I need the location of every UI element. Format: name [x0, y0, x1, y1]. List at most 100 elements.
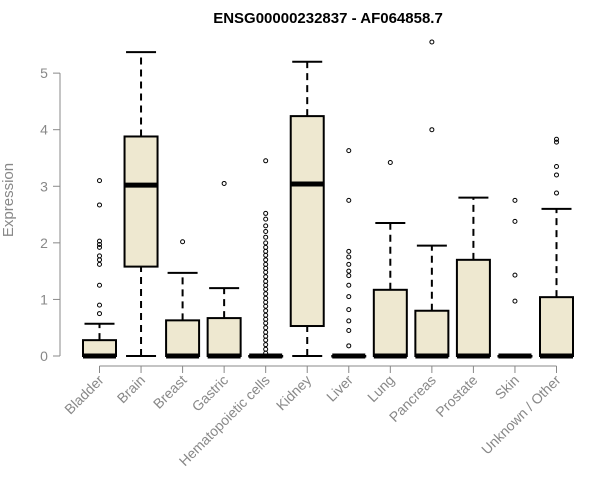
- outlier-point: [554, 136, 559, 142]
- box-lung: [372, 160, 408, 359]
- outlier-point: [263, 316, 269, 322]
- outlier-point: [346, 261, 352, 267]
- x-tick-label: Skin: [492, 372, 523, 403]
- outlier-point: [97, 311, 102, 317]
- outlier-point: [346, 343, 352, 349]
- box-liver: [331, 148, 367, 359]
- outlier-point: [263, 291, 269, 297]
- outlier-point: [554, 190, 559, 196]
- outlier-point: [97, 238, 102, 244]
- outlier-point: [346, 273, 352, 279]
- outlier-point: [263, 282, 269, 288]
- x-tick-label: Liver: [323, 372, 356, 405]
- outlier-point: [263, 248, 269, 254]
- y-tick-label: 1: [40, 291, 48, 307]
- outlier-point: [512, 272, 518, 278]
- outlier-point: [97, 302, 102, 308]
- outlier-point: [263, 257, 269, 263]
- box-skin: [497, 197, 533, 359]
- y-axis-label: Expression: [0, 163, 17, 237]
- outlier-point: [512, 298, 518, 304]
- outlier-point: [263, 312, 269, 318]
- x-tick-label: Unknown / Other: [478, 372, 564, 458]
- outlier-point: [346, 328, 352, 334]
- x-tick-label: Kidney: [273, 372, 315, 414]
- outlier-point: [512, 197, 518, 203]
- outlier-point: [346, 307, 352, 313]
- outlier-point: [263, 274, 269, 280]
- box-rect: [165, 319, 201, 357]
- outlier-point: [97, 202, 102, 208]
- box-rect: [414, 309, 450, 357]
- outlier-point: [263, 333, 269, 339]
- outlier-point: [346, 282, 352, 288]
- outlier-point: [512, 218, 518, 224]
- outlier-point: [263, 261, 269, 267]
- box-rect: [539, 296, 574, 358]
- outlier-point: [97, 244, 102, 250]
- outlier-point: [554, 163, 559, 169]
- x-tick-label: Prostate: [432, 372, 480, 420]
- x-tick-label: Lung: [364, 372, 397, 405]
- box-rect: [123, 135, 159, 268]
- outlier-point: [263, 223, 269, 229]
- boxes: [82, 39, 574, 359]
- outlier-point: [346, 268, 352, 274]
- box-bladder: [82, 178, 117, 359]
- outlier-point: [554, 172, 559, 178]
- outlier-point: [346, 318, 352, 324]
- outlier-point: [97, 253, 102, 259]
- outlier-point: [263, 269, 269, 275]
- box-breast: [165, 239, 201, 359]
- outlier-point: [263, 295, 269, 301]
- outlier-point: [97, 261, 102, 267]
- outlier-point: [263, 278, 269, 284]
- y-tick-label: 3: [40, 178, 48, 194]
- outlier-point: [263, 329, 269, 335]
- outlier-point: [263, 252, 269, 258]
- outlier-point: [346, 197, 352, 203]
- outlier-point: [263, 299, 269, 305]
- outlier-point: [346, 294, 352, 300]
- outlier-point: [263, 308, 269, 314]
- box-kidney: [289, 60, 325, 357]
- outlier-point: [429, 127, 435, 133]
- outlier-point: [263, 342, 269, 348]
- y-tick-label: 4: [40, 122, 48, 138]
- outlier-point: [263, 286, 269, 292]
- outlier-point: [263, 229, 269, 235]
- outlier-point: [346, 254, 352, 260]
- outlier-point: [263, 240, 269, 246]
- box-rect: [289, 115, 325, 328]
- y-tick-label: 5: [40, 65, 48, 81]
- y-axis: 0 1 2 3 4 5: [40, 65, 61, 364]
- box-gastric: [206, 180, 242, 359]
- outlier-point: [263, 320, 269, 326]
- outlier-point: [346, 148, 352, 154]
- box-prostate: [455, 196, 491, 359]
- y-tick-label: 0: [40, 348, 48, 364]
- box-rect: [206, 317, 242, 357]
- box-rect: [372, 288, 408, 358]
- outlier-point: [180, 239, 186, 245]
- box-rect: [455, 258, 491, 358]
- outlier-point: [263, 325, 269, 331]
- box-pancreas: [414, 39, 450, 359]
- chart-title: ENSG00000232837 - AF064858.7: [213, 10, 443, 27]
- outlier-point: [263, 216, 269, 222]
- x-tick-label: Breast: [150, 372, 190, 412]
- box-hematopoietic-cells: [248, 158, 284, 359]
- outlier-point: [387, 160, 393, 166]
- outlier-point: [263, 346, 269, 352]
- box-brain: [123, 51, 159, 357]
- outlier-point: [263, 234, 269, 240]
- outlier-point: [346, 248, 352, 254]
- outlier-point: [263, 265, 269, 271]
- outlier-point: [263, 303, 269, 309]
- outlier-point: [554, 139, 559, 145]
- outlier-point: [97, 242, 102, 248]
- box-unknown-other: [539, 136, 574, 359]
